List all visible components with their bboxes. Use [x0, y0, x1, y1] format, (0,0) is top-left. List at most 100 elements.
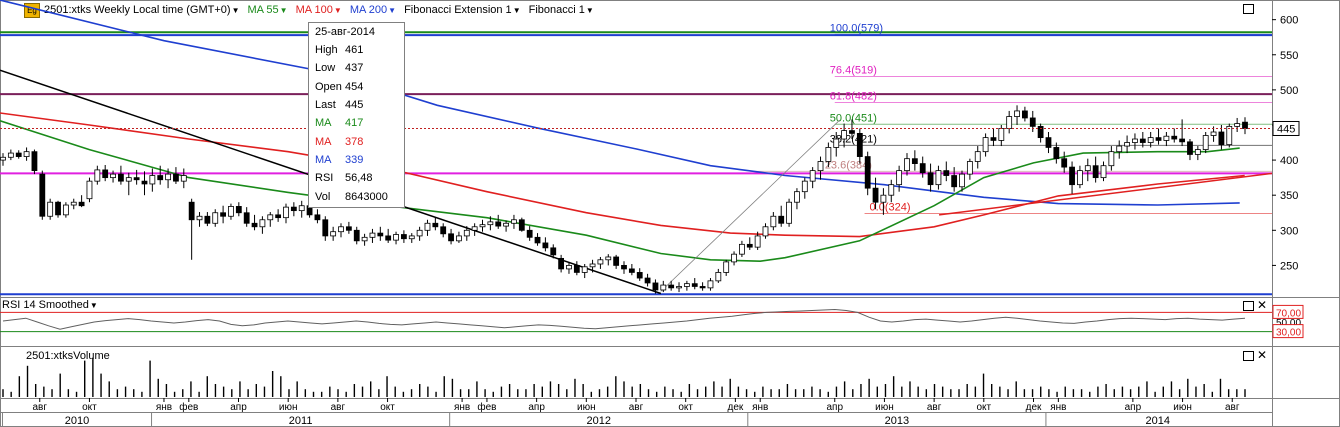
candle-body [739, 243, 745, 255]
candle-body [1179, 138, 1186, 143]
close-rsi-pane-icon[interactable]: ✕ [1257, 298, 1268, 312]
candle-body [62, 204, 69, 216]
info-value: 454 [345, 80, 364, 93]
candle-body [377, 232, 384, 237]
volume-panel-title: 2501:xtksVolume [26, 350, 110, 362]
x-month-label: июн [1173, 402, 1192, 413]
rsi-level-label: 70,00 [1276, 308, 1301, 319]
candle-body [212, 212, 219, 224]
chevron-down-icon: ▼ [279, 6, 288, 15]
candle-body [1218, 131, 1225, 146]
candle-body [424, 222, 431, 231]
candle-body [927, 172, 934, 186]
candle-body [691, 283, 698, 287]
candle-body [589, 263, 596, 268]
candle-body [267, 214, 274, 221]
candle-body [78, 201, 85, 207]
info-value: 437 [345, 62, 364, 75]
ma55-selector[interactable]: MA 55▼ [247, 4, 287, 16]
x-month-label: июн [577, 402, 596, 413]
candle-body [31, 151, 38, 172]
candle-body [628, 268, 635, 273]
candle-body [102, 169, 109, 179]
instrument-selector[interactable]: 2501:xtks Weekly Local time (GMT+0)▼ [44, 4, 239, 16]
candle-body [731, 253, 737, 263]
candle-body [644, 277, 651, 284]
maximize-rsi-pane-icon[interactable] [1243, 301, 1254, 311]
x-month-label: июн [279, 402, 298, 413]
candle-body [699, 286, 706, 289]
info-panel: 25-авг-2014 High 461 Low 437 Open 454 Last 445 M… [308, 22, 405, 208]
candle-body [361, 236, 368, 242]
candle-body [228, 206, 234, 217]
candle-body [1061, 158, 1068, 168]
candle-body [330, 231, 337, 237]
info-key: MA [315, 117, 332, 130]
info-key: Low [315, 62, 336, 75]
candle-body [974, 151, 981, 162]
ma55-label: MA 55 [247, 4, 279, 16]
candle-body [408, 235, 415, 240]
candle-body [951, 175, 958, 188]
maximize-price-pane-icon[interactable] [1243, 4, 1254, 14]
candle-body [833, 138, 840, 148]
candle-body [1202, 135, 1209, 150]
ma100-selector[interactable]: MA 100▼ [296, 4, 342, 16]
year-label: 2014 [1145, 415, 1169, 427]
candle-body [1084, 165, 1091, 172]
candle-body [935, 170, 942, 186]
candle-body [495, 221, 502, 227]
x-month-label: дек [1026, 402, 1042, 413]
candle-body [660, 284, 667, 291]
rsi-level-box [1272, 304, 1304, 319]
candle-body [550, 247, 557, 256]
candle-body [196, 215, 203, 221]
fib-extension-label: Fibonacci Extension 1 [404, 4, 512, 16]
candle-body [133, 177, 140, 181]
candle-body [110, 173, 116, 179]
candle-body [1100, 165, 1107, 179]
candle-body [723, 261, 730, 273]
ma200-selector[interactable]: MA 200▼ [350, 4, 396, 16]
y-tick-label: 250 [1280, 260, 1298, 272]
candle-body [1053, 147, 1060, 160]
year-label: 2011 [289, 415, 313, 427]
candle-body [400, 234, 407, 240]
candle-body [1021, 110, 1028, 119]
candle-body [1234, 123, 1241, 127]
candle-body [338, 226, 344, 233]
x-month-label: дек [727, 402, 743, 413]
maximize-volume-pane-icon[interactable] [1243, 351, 1254, 361]
candle-body [23, 151, 30, 157]
fibonacci-selector[interactable]: Fibonacci 1▼ [529, 4, 594, 16]
candle-body [919, 163, 926, 174]
close-volume-pane-icon[interactable]: ✕ [1257, 348, 1268, 362]
candle-body [15, 152, 22, 157]
chevron-down-icon: ▼ [89, 301, 98, 310]
candle-body [597, 259, 604, 265]
candle-body [448, 233, 454, 242]
fib-extension-selector[interactable]: Fibonacci Extension 1▼ [404, 4, 521, 16]
fibonacci-label: 50.0(451) [830, 112, 877, 124]
moving-average-line [0, 112, 1245, 238]
candle-body [754, 235, 761, 248]
x-month-label: окт [976, 402, 991, 413]
x-month-label: авг [331, 402, 346, 413]
candle-body [70, 201, 77, 206]
rsi-panel-title[interactable]: RSI 14 Smoothed▼ [2, 299, 98, 311]
candle-body [251, 222, 258, 228]
candle-body [353, 229, 360, 242]
info-key: Vol [315, 190, 331, 203]
candle-body [141, 180, 148, 185]
candle-body [534, 236, 541, 244]
candle-body [385, 235, 392, 241]
rsi-title-text: RSI 14 Smoothed [2, 299, 89, 311]
instrument-label: 2501:xtks Weekly Local time (GMT+0) [44, 4, 231, 16]
y-tick-label: 400 [1280, 155, 1298, 167]
candle-body [471, 226, 478, 231]
info-key: MA [315, 135, 332, 148]
candle-body [621, 265, 627, 270]
candle-body [432, 222, 439, 228]
info-value: 56,48 [345, 172, 373, 185]
